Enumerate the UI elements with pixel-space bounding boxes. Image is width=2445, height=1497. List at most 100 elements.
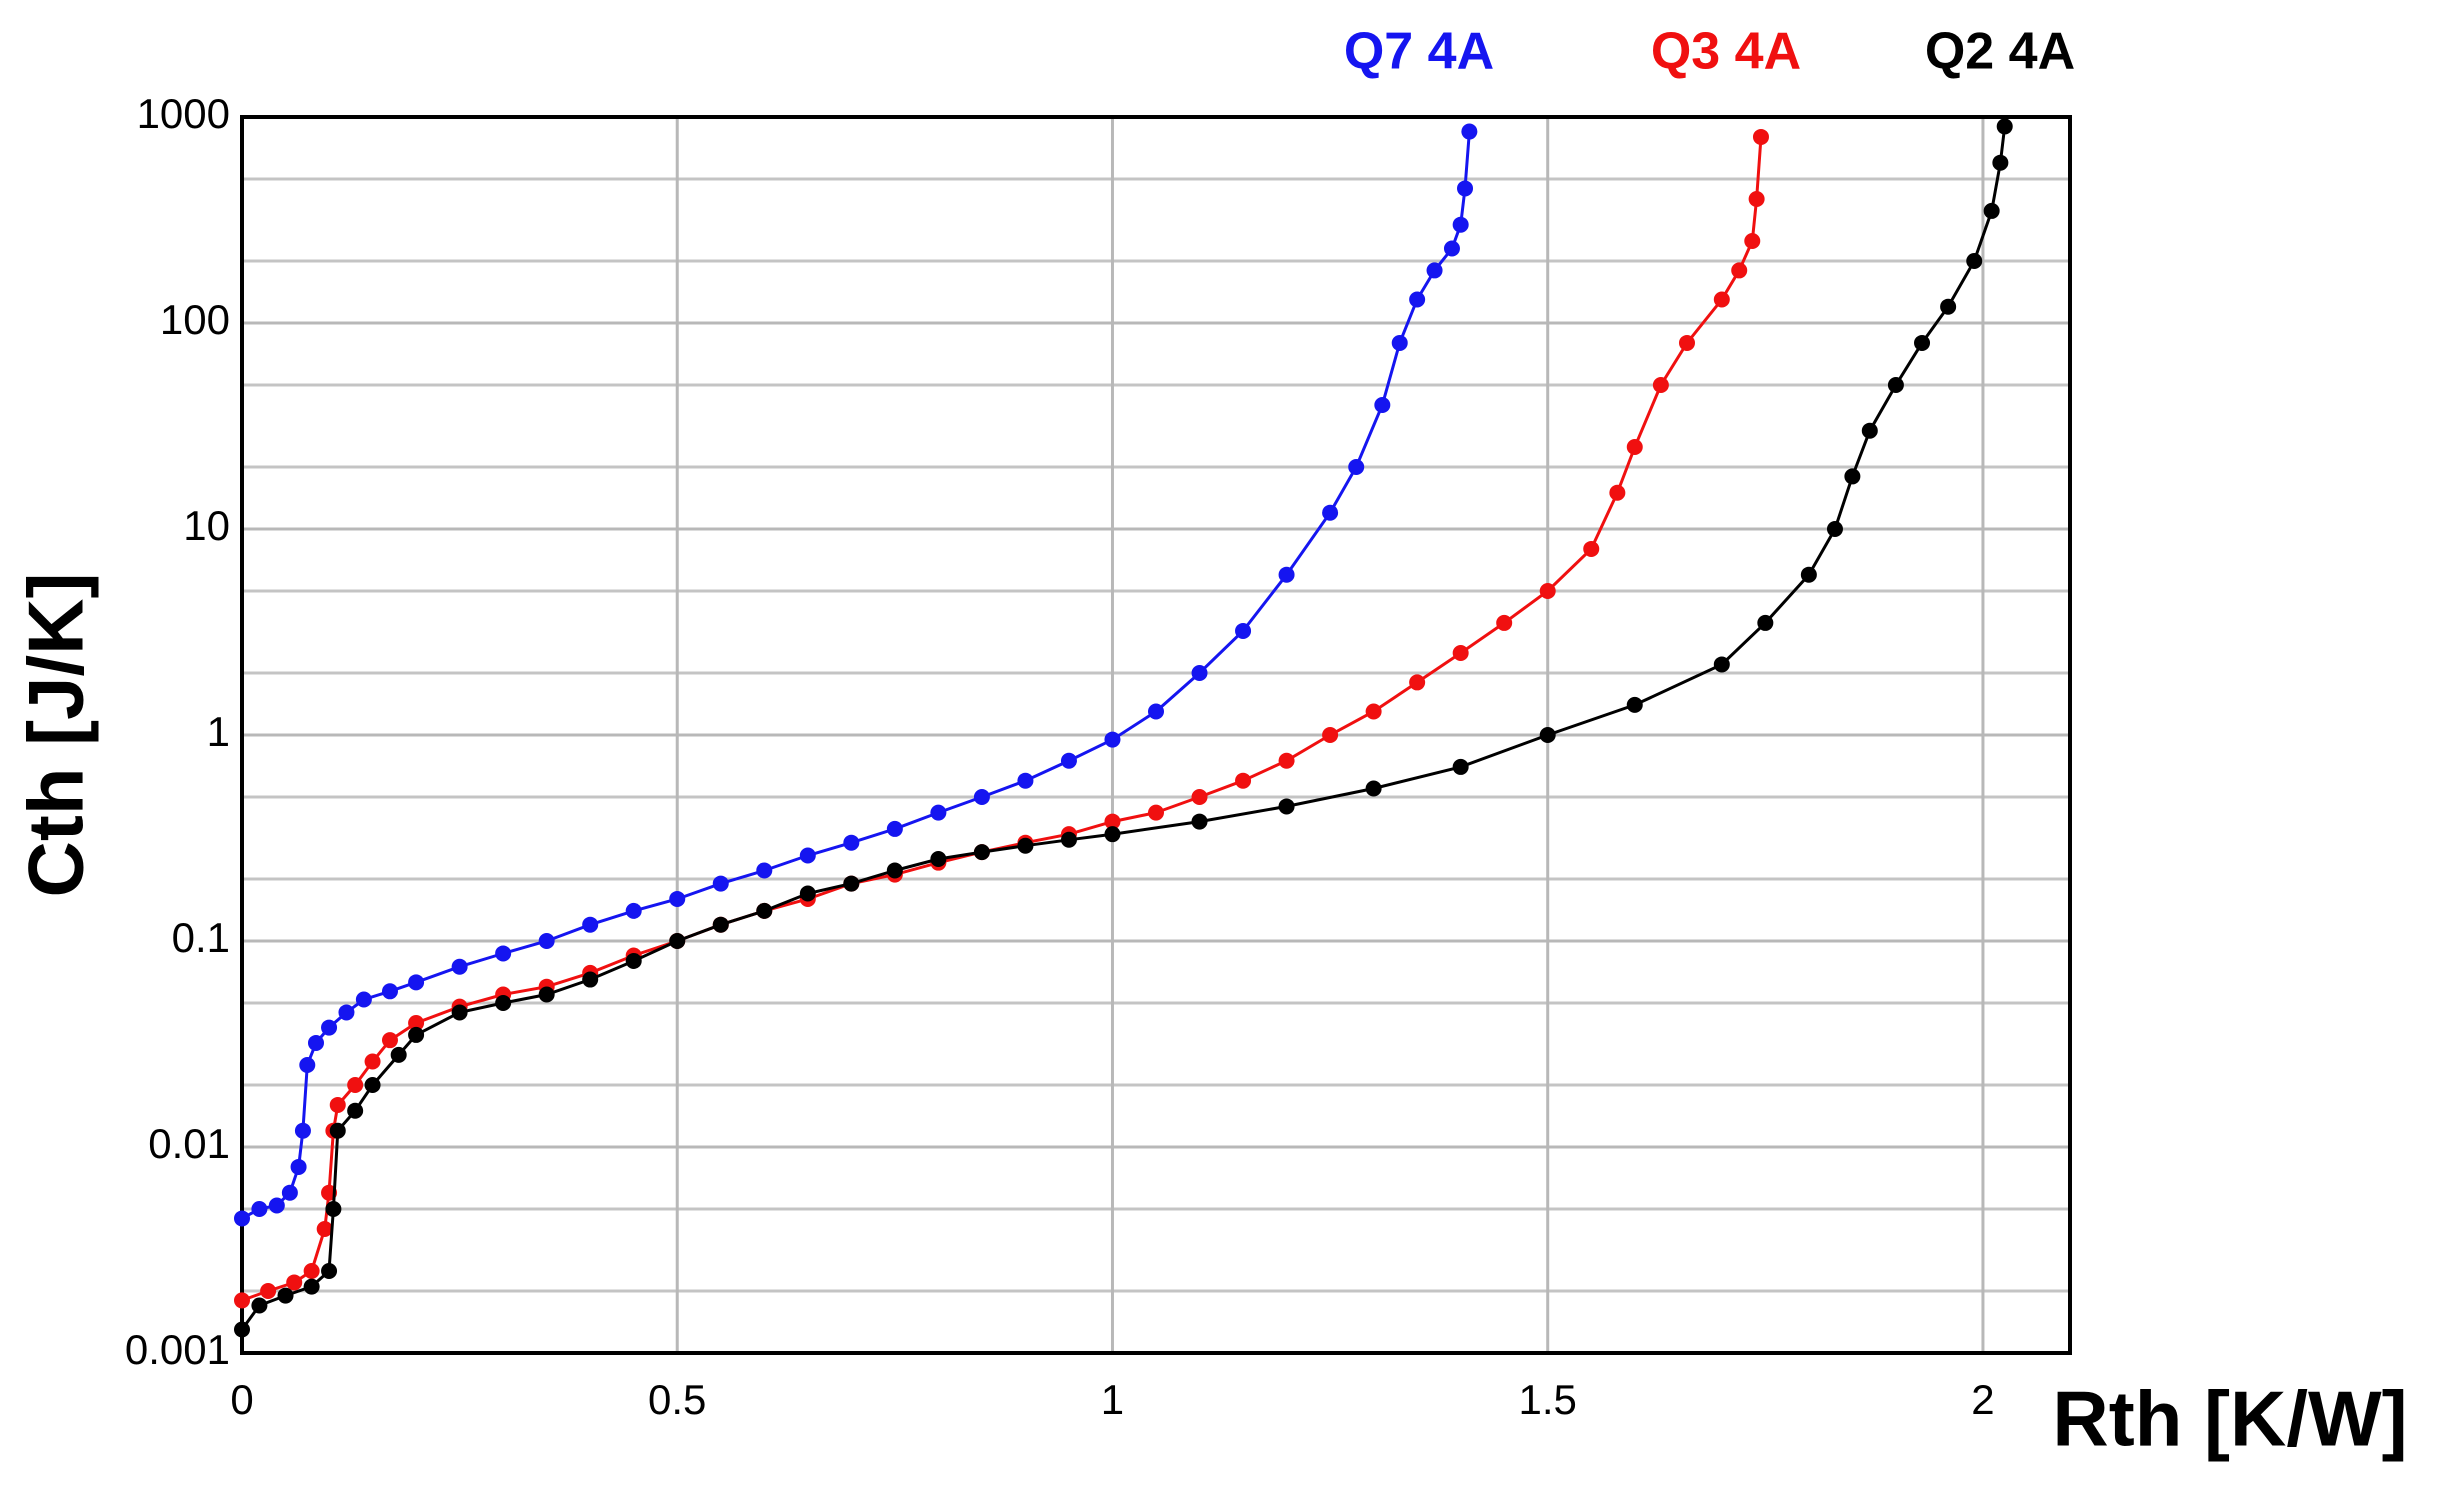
data-point <box>1322 727 1339 743</box>
data-point <box>1060 831 1077 848</box>
data-point <box>669 933 686 949</box>
data-point <box>286 1274 303 1291</box>
data-point <box>1104 826 1121 843</box>
data-point <box>1060 752 1077 769</box>
data-point <box>381 1032 398 1049</box>
data-point <box>1191 664 1208 681</box>
data-point <box>1452 645 1469 662</box>
data-point <box>1452 758 1469 775</box>
y-tick-label: 0.01 <box>148 1120 230 1167</box>
data-point <box>281 1184 298 1201</box>
data-point <box>973 789 990 806</box>
data-point <box>316 1220 333 1237</box>
data-point <box>973 844 990 861</box>
data-point <box>1844 468 1861 485</box>
data-point <box>408 1026 425 1043</box>
data-point <box>1278 566 1295 583</box>
data-point <box>1278 798 1295 815</box>
data-point <box>321 1019 338 1036</box>
data-point <box>329 1096 346 1113</box>
data-point <box>1017 837 1034 854</box>
data-point <box>1678 334 1695 351</box>
data-point <box>1609 484 1626 501</box>
data-point <box>1235 622 1252 639</box>
data-point <box>277 1287 294 1304</box>
data-point <box>1391 334 1408 351</box>
data-point <box>1826 521 1843 537</box>
data-point <box>1626 439 1643 456</box>
data-point <box>1713 656 1730 673</box>
y-tick-label: 100 <box>160 296 230 343</box>
data-point <box>1461 123 1478 140</box>
data-point <box>234 1292 250 1309</box>
data-point <box>251 1201 268 1218</box>
data-point <box>843 875 860 892</box>
data-point <box>408 974 425 991</box>
x-tick-label: 0.5 <box>648 1376 706 1423</box>
data-point <box>1966 252 1983 269</box>
data-point <box>364 1053 381 1070</box>
data-point <box>1583 540 1600 557</box>
data-point <box>930 851 947 868</box>
data-point <box>299 1057 316 1074</box>
data-point <box>538 933 555 949</box>
data-point <box>290 1158 307 1175</box>
data-point <box>1191 789 1208 806</box>
legend-label: Q3 4A <box>1651 23 1801 81</box>
data-point <box>1626 696 1643 713</box>
y-axis-label: Cth [J/K] <box>12 573 100 898</box>
data-point <box>1457 180 1474 197</box>
data-point <box>1148 804 1164 821</box>
data-point <box>294 1122 311 1139</box>
data-point <box>1861 422 1878 439</box>
y-tick-label: 0.1 <box>172 914 230 961</box>
data-point <box>260 1282 277 1299</box>
plot-frame <box>240 115 2072 1355</box>
data-point <box>338 1004 355 1021</box>
series-line <box>241 131 1471 1220</box>
data-point <box>930 804 947 821</box>
data-point <box>625 902 642 919</box>
data-point <box>1496 614 1513 631</box>
data-point <box>234 1210 250 1227</box>
y-tick-label: 0.001 <box>125 1326 230 1373</box>
data-point <box>1996 118 2013 135</box>
data-point <box>756 902 773 919</box>
data-point <box>1539 583 1556 600</box>
data-point <box>1365 703 1382 720</box>
data-point <box>1409 291 1426 308</box>
data-point <box>364 1076 381 1093</box>
data-point <box>1539 727 1556 743</box>
data-point <box>1322 504 1339 521</box>
x-axis-label: Rth [K/W] <box>2052 1375 2407 1463</box>
data-point <box>268 1197 285 1214</box>
data-point <box>307 1034 324 1051</box>
y-tick-label: 1 <box>207 708 230 755</box>
x-tick-label: 0 <box>230 1376 253 1423</box>
data-point <box>886 820 903 837</box>
data-point <box>329 1122 346 1139</box>
data-point <box>234 1321 250 1338</box>
data-point <box>251 1297 268 1314</box>
data-point <box>1983 202 2000 219</box>
data-point <box>756 862 773 879</box>
data-point <box>538 986 555 1003</box>
data-point <box>1748 190 1765 207</box>
y-tick-label: 10 <box>183 502 230 549</box>
data-point <box>1235 772 1252 789</box>
data-point <box>325 1201 342 1218</box>
data-point <box>347 1076 364 1093</box>
data-point <box>1992 154 2009 171</box>
data-point <box>625 952 642 969</box>
data-point <box>1452 216 1469 233</box>
data-point <box>1713 291 1730 308</box>
data-point <box>1914 334 1931 351</box>
data-point <box>843 834 860 851</box>
data-point <box>495 945 512 962</box>
data-point <box>390 1046 407 1063</box>
data-point <box>1104 731 1121 748</box>
data-point <box>1426 262 1443 279</box>
data-point <box>799 885 816 902</box>
